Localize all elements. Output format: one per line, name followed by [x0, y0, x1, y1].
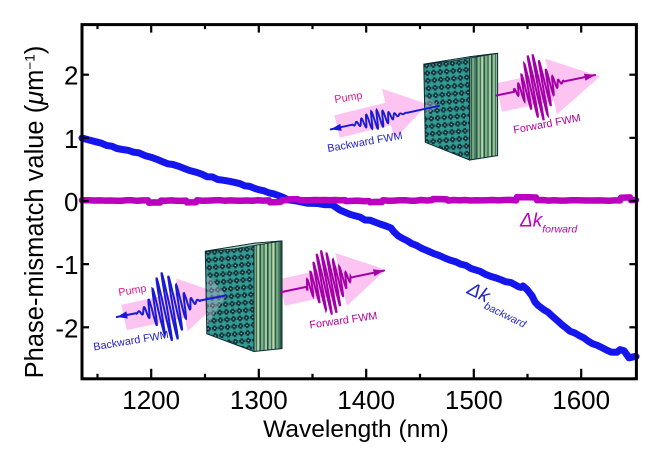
- svg-text:Pump: Pump: [334, 90, 364, 106]
- svg-text:Wavelength (nm): Wavelength (nm): [263, 416, 449, 443]
- svg-text:-2: -2: [55, 313, 78, 343]
- svg-text:1200: 1200: [122, 385, 180, 415]
- svg-text:0: 0: [64, 187, 78, 217]
- svg-text:1300: 1300: [230, 385, 288, 415]
- svg-text:-1: -1: [55, 250, 78, 280]
- svg-text:1: 1: [64, 124, 78, 154]
- svg-text:1400: 1400: [337, 385, 395, 415]
- svg-text:1600: 1600: [552, 385, 610, 415]
- svg-text:Pump: Pump: [118, 283, 148, 299]
- svg-text:Phase-mismatch value (μm−1): Phase-mismatch value (μm−1): [21, 46, 49, 379]
- svg-text:1500: 1500: [445, 385, 503, 415]
- svg-text:2: 2: [64, 61, 78, 91]
